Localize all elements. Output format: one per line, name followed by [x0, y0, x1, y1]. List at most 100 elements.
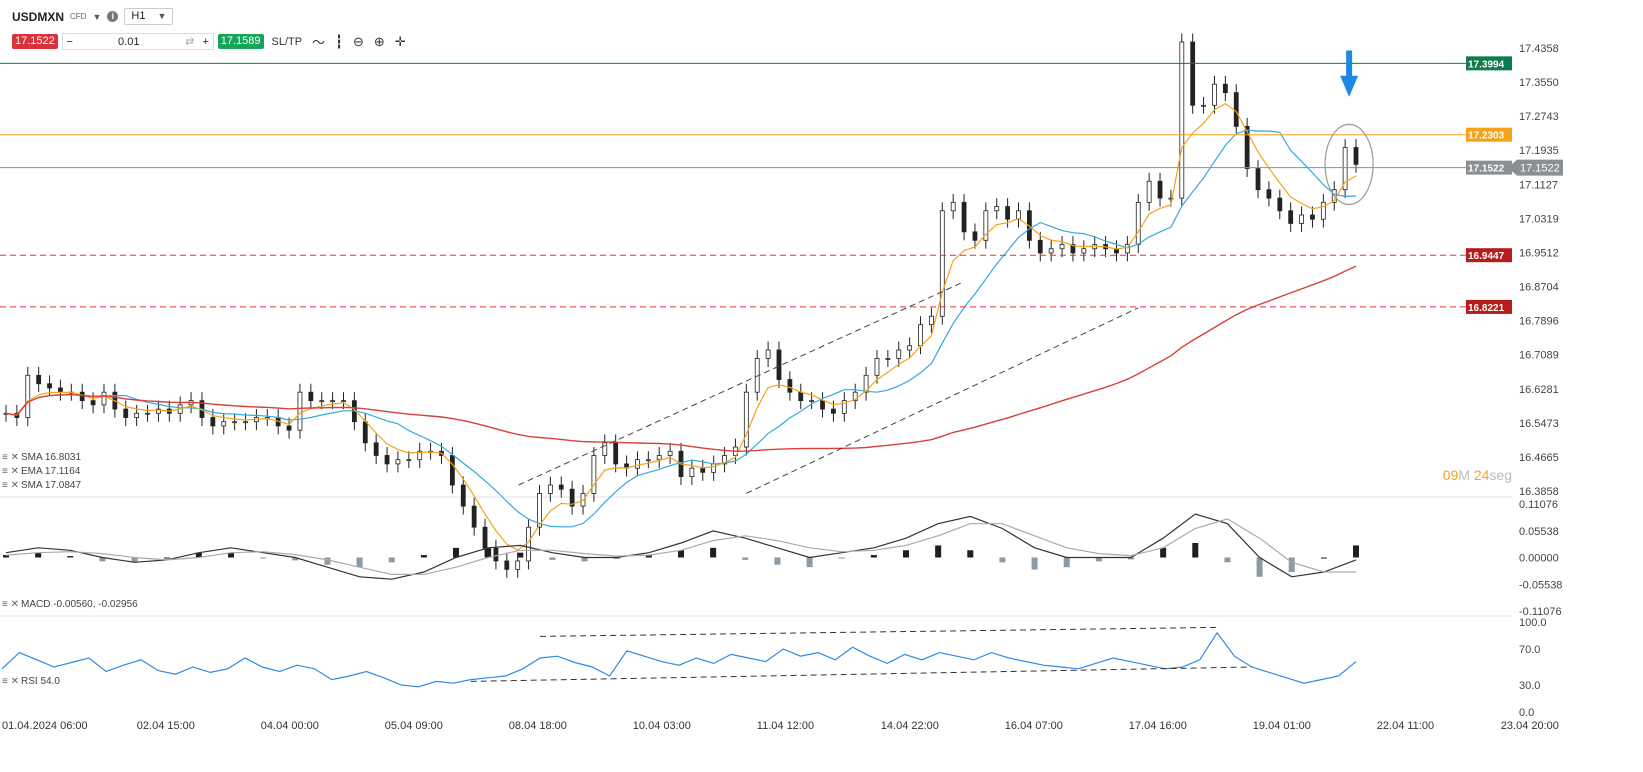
macd-y-tick: -0.11076 — [1519, 606, 1562, 618]
candle-body — [1266, 189, 1272, 199]
legend-macd[interactable]: ≡ ✕ MACD -0.00560, -0.02956 — [2, 599, 138, 610]
zoom-in-icon[interactable]: ⊕ — [373, 33, 385, 49]
zoom-out-icon[interactable]: ⊖ — [352, 33, 364, 49]
channel-lower-line — [746, 307, 1139, 494]
symbol-name[interactable]: USDMXN — [12, 9, 65, 24]
swap-icon[interactable]: ⇄ — [185, 36, 195, 48]
legend-sma-short[interactable]: ≡ ✕ SMA 17.0847 — [2, 480, 81, 491]
y-tick-label: 17.1127 — [1519, 179, 1558, 191]
candle-body — [1059, 244, 1065, 250]
channel-upper-line — [518, 282, 963, 486]
macd-histogram-bar — [388, 557, 395, 563]
remove-icon[interactable]: ≡ ✕ — [2, 676, 19, 687]
candle-body — [1212, 83, 1217, 106]
x-tick-label: 02.04 15:00 — [137, 720, 195, 732]
symbol-dropdown-icon[interactable]: ▼ — [92, 11, 102, 22]
candle-body — [384, 455, 390, 465]
candle-body — [395, 459, 401, 465]
volume-minus-button[interactable]: − — [66, 35, 73, 48]
candle-body — [591, 455, 597, 494]
candle-body — [613, 442, 619, 465]
line-chart-icon[interactable]: 〜 — [312, 35, 326, 50]
y-tick-label: 16.6281 — [1519, 384, 1559, 396]
candle-body — [1320, 201, 1326, 220]
macd-histogram-bar — [967, 550, 974, 558]
macd-histogram-bar — [903, 550, 909, 558]
macd-histogram-bar — [613, 557, 620, 559]
remove-icon[interactable]: ≡ ✕ — [2, 466, 19, 477]
candle-body — [362, 421, 368, 444]
candle-body — [569, 488, 575, 507]
volume-stepper[interactable]: − 0.01 ⇄ + — [61, 33, 214, 50]
legend-ema[interactable]: ≡ ✕ EMA 17.1164 — [2, 466, 80, 477]
current-price-text: 17.1522 — [1520, 163, 1560, 175]
candle-body — [874, 358, 880, 376]
macd-histogram-bar — [806, 557, 813, 568]
sltp-button[interactable]: SL/TP — [271, 35, 303, 48]
crosshair-icon[interactable]: ✛ — [394, 33, 406, 49]
macd-histogram-bar — [935, 545, 942, 558]
candle-body — [1342, 147, 1348, 191]
candle-body — [145, 412, 150, 415]
candle-body — [918, 324, 923, 347]
legend-ema-text: EMA 17.1164 — [21, 466, 81, 477]
rsi-y-tick: 100.0 — [1519, 617, 1547, 629]
candle-body — [972, 231, 978, 241]
macd-histogram-bar — [99, 557, 106, 562]
macd-histogram-bar — [292, 557, 299, 561]
candles-icon[interactable]: ┇ — [335, 33, 343, 49]
macd-histogram-bar — [260, 557, 267, 559]
macd-histogram-bar — [67, 556, 74, 558]
macd-histogram-bar — [420, 555, 427, 558]
macd-histogram-bar — [870, 555, 877, 558]
candle-body — [1048, 248, 1054, 254]
y-tick-label: 16.3858 — [1519, 486, 1559, 498]
macd-histogram-bar — [710, 547, 717, 558]
candle-body — [373, 442, 379, 456]
macd-histogram-bar — [453, 547, 459, 558]
candle-body — [961, 201, 967, 233]
macd-histogram-bar — [549, 557, 556, 560]
macd-histogram-bar — [1353, 545, 1359, 558]
macd-histogram-bar — [1095, 557, 1102, 562]
y-tick-label: 16.5473 — [1519, 418, 1559, 430]
candle-body — [831, 408, 836, 414]
buy-button[interactable]: 17.1589 — [217, 34, 264, 49]
macd-histogram-bar — [517, 552, 524, 558]
remove-icon[interactable]: ≡ ✕ — [2, 480, 19, 491]
macd-histogram-bar — [581, 557, 588, 562]
level-tag-text: 17.2303 — [1468, 131, 1505, 142]
y-tick-label: 16.7896 — [1519, 316, 1559, 328]
macd-histogram-bar — [356, 557, 363, 568]
timeframe-value: H1 — [131, 10, 146, 22]
macd-histogram-bar — [1224, 557, 1231, 563]
remove-icon[interactable]: ≡ ✕ — [2, 599, 19, 610]
info-icon[interactable]: i — [107, 11, 119, 22]
sell-button[interactable]: 17.1522 — [12, 34, 58, 49]
macd-histogram-bar — [1256, 557, 1263, 577]
legend-rsi[interactable]: ≡ ✕ RSI 54.0 — [2, 676, 60, 687]
remove-icon[interactable]: ≡ ✕ — [2, 452, 19, 463]
candle-body — [885, 358, 891, 360]
candle-body — [1233, 92, 1239, 127]
macd-histogram-bar — [3, 555, 9, 558]
volume-input[interactable]: 0.01 — [118, 35, 140, 48]
x-tick-label: 08.04 18:00 — [509, 720, 567, 732]
candle-body — [667, 450, 673, 456]
candle-body — [493, 547, 499, 562]
level-tag-text: 17.1522 — [1468, 164, 1505, 175]
legend-sma-long[interactable]: ≡ ✕ SMA 16.8031 — [2, 452, 81, 463]
macd-y-tick: 0.00000 — [1519, 553, 1559, 565]
candle-body — [841, 400, 847, 414]
volume-plus-button[interactable]: + — [202, 35, 209, 48]
legend-sma-short-text: SMA 17.0847 — [21, 480, 82, 491]
candle-body — [406, 459, 412, 462]
candle-body — [547, 484, 553, 494]
candle-body — [537, 493, 542, 528]
timeframe-select[interactable]: H1 ▼ — [124, 8, 174, 25]
ema-line — [5, 102, 1357, 551]
macd-histogram-bar — [195, 552, 202, 558]
rsi-upper-divergence-line — [540, 626, 1218, 637]
candle-body — [36, 374, 42, 385]
